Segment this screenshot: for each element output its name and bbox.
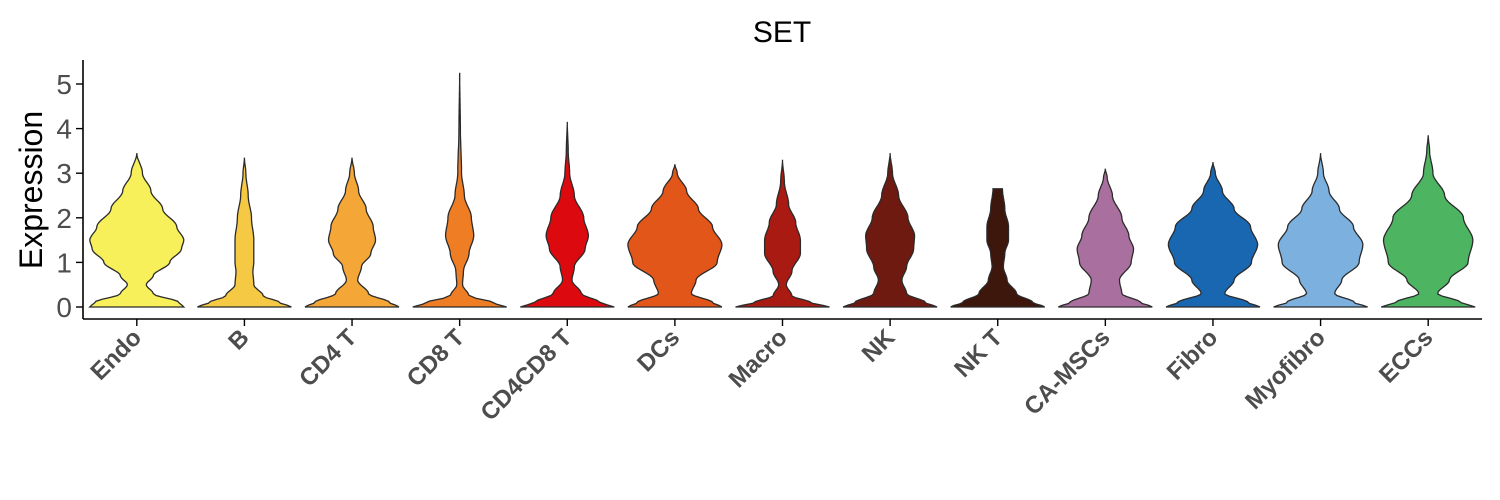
y-tick-label: 0 bbox=[56, 292, 72, 323]
x-tick-label: CA-MSCs bbox=[1019, 324, 1115, 420]
x-tick-label: B bbox=[223, 324, 254, 355]
chart-title: SET bbox=[753, 16, 811, 49]
x-tick-label: Myofibro bbox=[1240, 324, 1331, 415]
x-tick-label: CD8 T bbox=[402, 324, 470, 392]
violin-cd4-t bbox=[304, 157, 400, 308]
x-tick-label: CD4 T bbox=[294, 324, 362, 392]
x-tick-label: ECCs bbox=[1374, 324, 1438, 388]
violin-nk bbox=[842, 153, 938, 308]
x-tick-label: NK bbox=[857, 324, 901, 368]
violin-nk-t bbox=[950, 188, 1045, 308]
violin-endo bbox=[88, 153, 186, 308]
y-ticks: 0 1 2 3 4 5 bbox=[56, 69, 83, 323]
y-tick-label: 1 bbox=[56, 247, 72, 278]
x-tick-label: NK T bbox=[949, 324, 1008, 383]
violin-b bbox=[197, 157, 292, 308]
x-tick-label: Fibro bbox=[1162, 324, 1224, 386]
x-tick-label: Macro bbox=[724, 324, 793, 393]
violin-macro bbox=[735, 159, 830, 308]
y-axis-label: Expression bbox=[13, 111, 49, 269]
violin-myofibro bbox=[1273, 153, 1368, 308]
violin-cd8-t bbox=[412, 72, 507, 308]
violin-dcs bbox=[627, 164, 723, 308]
violin-ca-mscs bbox=[1058, 168, 1153, 308]
violin-fibro bbox=[1165, 162, 1261, 308]
x-tick-label: Endo bbox=[86, 324, 148, 386]
violin-cd4cd8-t bbox=[520, 121, 615, 308]
violin-group bbox=[88, 72, 1476, 308]
violin-eccs bbox=[1381, 135, 1476, 308]
y-tick-label: 4 bbox=[56, 114, 72, 145]
x-tick-label: DCs bbox=[632, 324, 685, 377]
y-tick-label: 5 bbox=[56, 69, 72, 100]
y-tick-label: 3 bbox=[56, 158, 72, 189]
y-tick-label: 2 bbox=[56, 203, 72, 234]
x-ticks: Endo B CD4 T CD8 T CD4CD8 T DCs Macro NK NK T CA-… bbox=[86, 319, 1438, 426]
x-tick-label: CD4CD8 T bbox=[475, 324, 577, 426]
